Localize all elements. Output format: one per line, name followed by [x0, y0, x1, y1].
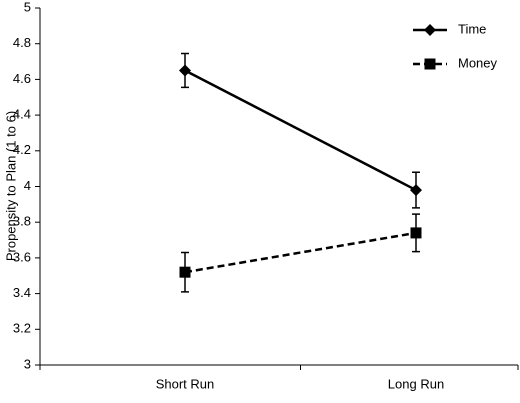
y-tick-label: 5 — [24, 0, 31, 14]
marker — [424, 58, 436, 70]
y-tick-label: 3.2 — [13, 321, 31, 336]
x-tick-label: Short Run — [156, 376, 215, 391]
line — [184, 231, 417, 274]
marker — [179, 64, 191, 77]
y-tick-label: 3 — [24, 356, 31, 371]
y-tick-label: 4 — [24, 178, 31, 193]
marker — [424, 24, 436, 36]
y-tick-label: 4.4 — [13, 107, 31, 122]
legend-label: Money — [458, 55, 498, 70]
marker — [410, 184, 422, 197]
legend-label: Time — [458, 21, 486, 36]
y-axis-label: Propensity to Plan (1 to 6) — [3, 111, 18, 261]
y-tick-label: 3.8 — [13, 214, 31, 229]
y-tick-label: 4.2 — [13, 142, 31, 157]
y-tick-label: 3.6 — [13, 249, 31, 264]
marker — [410, 227, 422, 239]
y-tick-label: 3.4 — [13, 285, 31, 300]
line — [184, 69, 417, 192]
y-tick-label: 4.8 — [13, 35, 31, 50]
x-tick-label: Long Run — [388, 376, 444, 391]
y-tick-label: 4.6 — [13, 71, 31, 86]
marker — [179, 266, 191, 278]
